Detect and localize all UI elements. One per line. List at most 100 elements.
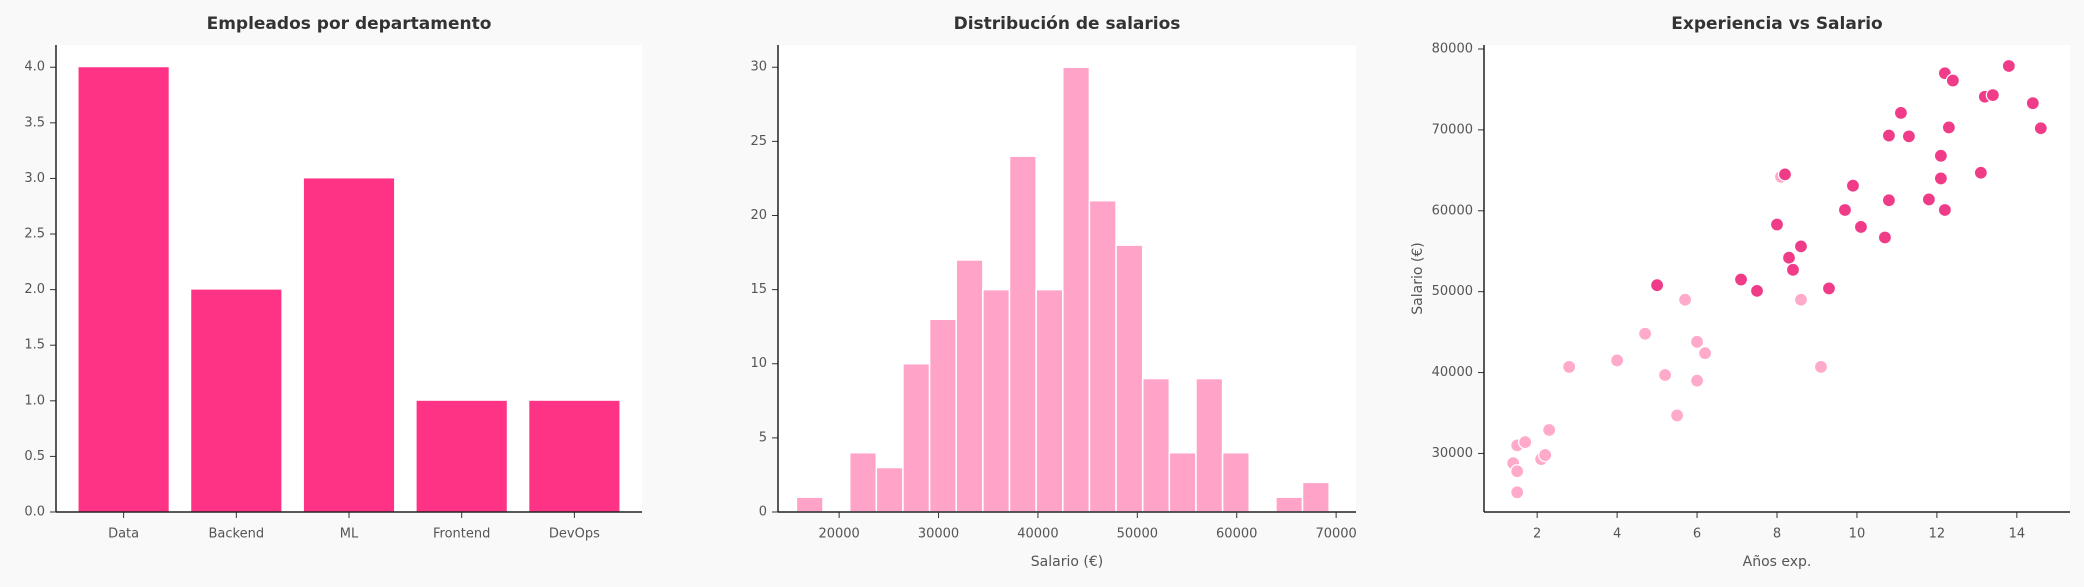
x-tick-label: 4 bbox=[1613, 527, 1621, 542]
scatter-point bbox=[1518, 435, 1533, 450]
scatter-point bbox=[1510, 464, 1525, 479]
y-tick-label: 30 bbox=[750, 60, 767, 75]
y-tick-label: 10 bbox=[750, 356, 767, 371]
scatter-point bbox=[1853, 219, 1869, 235]
histogram-bar bbox=[1035, 288, 1064, 513]
y-tick-label: 25 bbox=[750, 134, 767, 149]
scatter-point bbox=[1542, 422, 1557, 438]
scatter-point bbox=[2025, 96, 2040, 111]
histogram-bar bbox=[1275, 496, 1304, 513]
x-tick-label: 2 bbox=[1533, 527, 1541, 542]
y-tick-label: 80000 bbox=[1432, 41, 1473, 56]
histogram-bar bbox=[982, 288, 1011, 513]
x-tick-label: 10 bbox=[1849, 527, 1866, 542]
scatter-point bbox=[1777, 167, 1793, 182]
histogram-bar bbox=[1195, 377, 1224, 513]
scatter-point bbox=[1921, 192, 1936, 207]
scatter-point bbox=[1689, 373, 1705, 388]
bar bbox=[529, 400, 620, 512]
scatter-point bbox=[1689, 334, 1705, 349]
scatter-point bbox=[1877, 230, 1893, 245]
bar bbox=[191, 289, 282, 512]
x-tick-label: 8 bbox=[1773, 527, 1781, 542]
x-tick-label: 14 bbox=[2009, 527, 2026, 542]
scatter-point bbox=[1769, 217, 1785, 232]
scatter-point bbox=[1538, 447, 1553, 463]
histogram-bar bbox=[875, 466, 904, 513]
y-tick-label: 60000 bbox=[1432, 203, 1473, 218]
histogram-bar bbox=[1062, 66, 1091, 513]
scatter-point bbox=[1610, 353, 1625, 368]
scatter-point bbox=[1793, 292, 1809, 307]
plot-area bbox=[1484, 45, 2070, 512]
x-tick-label: 12 bbox=[1929, 527, 1946, 542]
x-tick-label: Backend bbox=[209, 527, 265, 542]
x-tick-label: ML bbox=[340, 527, 359, 542]
histogram-bar bbox=[1168, 451, 1197, 513]
y-tick-label: 15 bbox=[750, 282, 767, 297]
scatter-point bbox=[1881, 193, 1897, 208]
y-tick-label: 70000 bbox=[1432, 122, 1473, 137]
scatter-point bbox=[1845, 178, 1861, 193]
histogram-bar bbox=[1115, 244, 1144, 513]
x-tick-label: Frontend bbox=[433, 527, 490, 542]
y-tick-label: 0 bbox=[759, 505, 767, 520]
scatter-point bbox=[1821, 281, 1837, 296]
x-axis-label: Años exp. bbox=[1743, 554, 1812, 570]
scatter-point bbox=[1973, 165, 1988, 180]
y-tick-label: 2.5 bbox=[24, 227, 45, 242]
scatter-point bbox=[1937, 202, 1952, 218]
scatter-point bbox=[1677, 292, 1693, 307]
bar bbox=[416, 400, 507, 512]
scatter-point bbox=[1562, 359, 1577, 375]
x-tick-label: Data bbox=[108, 527, 139, 542]
histogram-bar bbox=[1221, 451, 1250, 513]
y-tick-label: 2.0 bbox=[24, 282, 45, 297]
y-axis-label: Salario (€) bbox=[1410, 242, 1426, 314]
y-tick-label: 0.5 bbox=[24, 449, 45, 464]
scatter-point bbox=[1837, 202, 1853, 218]
scatter-point bbox=[1649, 278, 1665, 293]
y-tick-label: 5 bbox=[759, 430, 767, 445]
x-tick-label: DevOps bbox=[549, 527, 600, 542]
y-tick-label: 1.0 bbox=[24, 393, 45, 408]
histogram-bar bbox=[1088, 199, 1117, 513]
histogram-bar bbox=[902, 362, 931, 513]
scatter-point bbox=[1793, 239, 1809, 254]
scatter-point bbox=[1945, 73, 1960, 88]
chart-title: Experiencia vs Salario bbox=[1671, 14, 1882, 34]
chart-title: Distribución de salarios bbox=[954, 14, 1181, 34]
histogram-bar bbox=[928, 318, 957, 513]
scatter-point bbox=[1933, 171, 1948, 186]
y-tick-label: 40000 bbox=[1432, 365, 1473, 380]
scatter-point bbox=[1785, 262, 1801, 277]
x-tick-label: 70000 bbox=[1315, 527, 1356, 542]
scatter-point bbox=[1510, 485, 1525, 500]
bar bbox=[78, 67, 169, 512]
x-tick-label: 6 bbox=[1693, 527, 1701, 542]
y-tick-label: 0.0 bbox=[24, 505, 45, 520]
y-tick-label: 20 bbox=[750, 208, 767, 223]
scatter-point bbox=[1941, 120, 1956, 135]
y-tick-label: 3.0 bbox=[24, 171, 45, 186]
x-axis-label: Salario (€) bbox=[1031, 554, 1103, 570]
scatter-point bbox=[1881, 128, 1897, 143]
scatter-point bbox=[2033, 121, 2048, 136]
x-tick-label: 60000 bbox=[1216, 527, 1257, 542]
y-tick-label: 3.5 bbox=[24, 115, 45, 130]
histogram-bar bbox=[795, 496, 824, 513]
histogram-bar bbox=[955, 259, 984, 513]
chart-title: Empleados por departamento bbox=[207, 14, 492, 34]
scatter-point bbox=[1933, 148, 1948, 163]
scatter-point bbox=[1697, 346, 1713, 361]
y-tick-label: 4.0 bbox=[24, 60, 45, 75]
scatter-point bbox=[2001, 58, 2016, 74]
x-tick-label: 40000 bbox=[1017, 527, 1058, 542]
scatter-point bbox=[1669, 408, 1685, 423]
x-tick-label: 50000 bbox=[1117, 527, 1158, 542]
y-tick-label: 50000 bbox=[1432, 284, 1473, 299]
x-tick-label: 20000 bbox=[818, 527, 859, 542]
scatter-point bbox=[1813, 359, 1829, 375]
